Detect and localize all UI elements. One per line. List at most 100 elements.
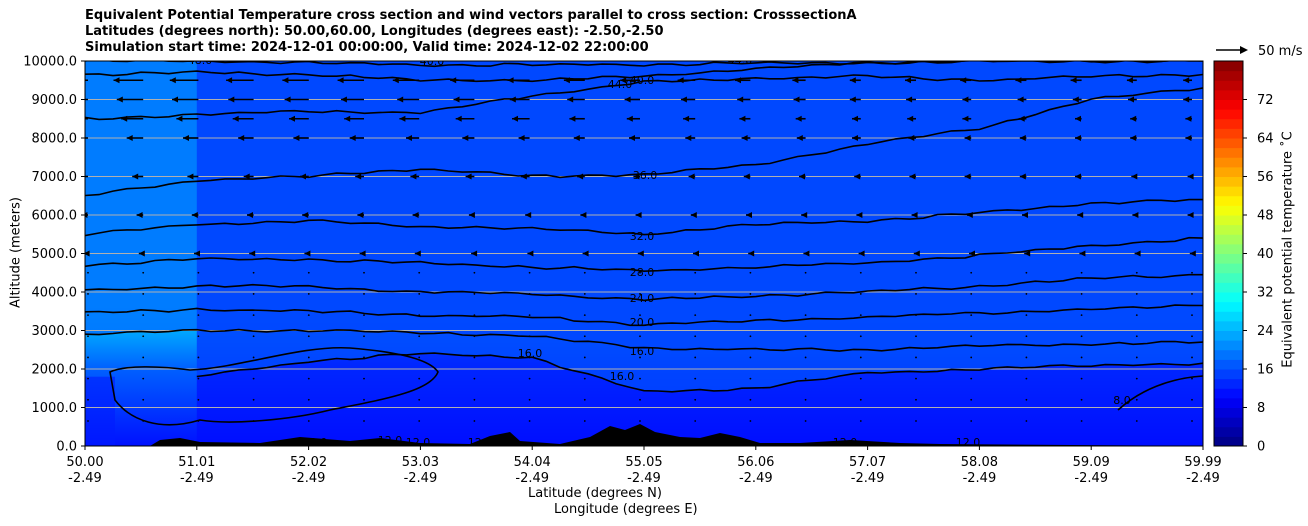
wind-arrow	[796, 135, 806, 141]
contour-label: 44.0	[728, 54, 753, 67]
colorbar-segment	[1214, 138, 1243, 149]
y-tick: 9000.0	[32, 93, 85, 108]
wind-arrow	[690, 212, 697, 218]
wind-arrow-small	[1135, 335, 1138, 338]
wind-arrow-small	[694, 314, 697, 316]
wind-arrow	[852, 135, 861, 141]
wind-arrow-small	[473, 293, 476, 295]
wind-arrow	[563, 77, 585, 84]
wind-arrow-small	[970, 293, 973, 295]
wind-arrow	[455, 115, 475, 122]
wind-arrow-small	[639, 398, 641, 401]
wind-arrow-small	[694, 335, 697, 338]
wind-arrow	[577, 173, 585, 180]
wind-arrow-small	[970, 335, 973, 338]
wind-arrow	[468, 212, 475, 218]
wind-arrow-small	[473, 420, 476, 422]
y-tick: 4000.0	[32, 286, 85, 301]
contour-label: 12.0	[956, 436, 981, 449]
wind-arrow	[525, 212, 532, 218]
wind-arrow	[226, 77, 254, 84]
contour-line	[85, 273, 1203, 302]
colorbar-segment	[1214, 340, 1243, 351]
colorbar-tick: 40	[1243, 247, 1274, 262]
x-tick-label-lat: 54.04	[514, 455, 551, 470]
wind-arrow-small	[473, 271, 476, 274]
colorbar-segment	[1214, 272, 1243, 283]
colorbar-tick: 56	[1243, 170, 1274, 185]
colorbar-tick: 32	[1243, 286, 1274, 301]
wind-arrow	[1183, 77, 1192, 84]
wind-arrow-small	[804, 398, 807, 401]
contour-fill-band	[196, 61, 1203, 392]
wind-arrow-small	[583, 314, 586, 316]
wind-arrow-small	[363, 398, 365, 401]
contour-label: 16.0	[630, 345, 655, 358]
chart-title-line-1: Equivalent Potential Temperature cross s…	[85, 8, 857, 23]
wind-arrow	[169, 77, 199, 84]
wind-arrow	[1134, 250, 1141, 257]
x-tick-label-lat: 58.08	[961, 455, 998, 470]
contour-line	[85, 328, 1203, 352]
wind-arrow-small	[1025, 356, 1028, 359]
wind-arrow	[1072, 96, 1082, 103]
wind-arrow-small	[252, 377, 255, 380]
x-tick-label-lat: 53.03	[402, 455, 439, 470]
y-tick-label: 5000.0	[32, 247, 78, 262]
wind-arrow-small	[87, 293, 89, 295]
colorbar-segment	[1214, 349, 1243, 360]
wind-arrow	[960, 77, 972, 84]
wind-arrow-small	[363, 293, 365, 295]
wind-arrow	[683, 115, 696, 122]
wind-arrow-small	[87, 356, 89, 359]
wind-arrow-small	[859, 293, 862, 295]
wind-arrow-small	[363, 335, 365, 338]
wind-arrow	[509, 96, 530, 103]
wind-arrow-small	[970, 420, 973, 422]
wind-arrow-small	[859, 314, 862, 316]
wind-arrow-small	[418, 293, 421, 295]
wind-arrow	[905, 77, 916, 84]
colorbar-tick-label: 32	[1257, 286, 1274, 301]
wind-arrow-small	[87, 398, 89, 401]
colorbar-segment	[1214, 147, 1243, 158]
wind-arrow-small	[804, 335, 807, 338]
colorbar: 0 8 16 24 32 40 48 56 64 72	[1213, 60, 1274, 455]
wind-arrow-small	[749, 398, 752, 401]
wind-arrow-small	[639, 293, 641, 295]
wind-arrow-small	[1080, 377, 1083, 380]
wind-arrow	[966, 212, 973, 218]
wind-arrow-small	[859, 271, 862, 274]
wind-arrow	[1024, 250, 1031, 257]
wind-arrow-small	[749, 293, 752, 295]
colorbar-segment	[1214, 186, 1243, 197]
wind-arrow	[909, 173, 916, 180]
contour-label: 24.0	[630, 292, 655, 305]
colorbar-segment	[1214, 224, 1243, 235]
wind-arrow-small	[473, 356, 476, 359]
wind-arrow	[748, 250, 755, 257]
wind-arrow	[962, 115, 972, 122]
wind-arrow-small	[418, 335, 421, 338]
x-tick-label-lat: 56.06	[737, 455, 774, 470]
wind-arrow-small	[749, 271, 752, 274]
contour-label: 40.0	[420, 55, 445, 68]
colorbar-tick: 72	[1243, 93, 1274, 108]
wind-arrow-small	[1080, 293, 1083, 295]
wind-arrow	[907, 115, 916, 122]
contour-fill-band	[85, 376, 115, 446]
wind-arrow	[1070, 77, 1082, 84]
wind-arrow	[629, 135, 640, 141]
colorbar-segment	[1214, 320, 1243, 331]
y-tick-label: 2000.0	[32, 363, 78, 378]
wind-arrow	[737, 96, 751, 103]
wind-arrow	[735, 77, 751, 84]
wind-arrow	[620, 77, 640, 84]
contour-label: 16.0	[518, 347, 543, 360]
colorbar-segment	[1214, 176, 1243, 187]
x-tick: 59.09-2.49	[1073, 446, 1110, 486]
wind-arrow	[304, 250, 311, 257]
wind-arrow	[357, 212, 364, 218]
colorbar-segment	[1214, 282, 1243, 293]
x-tick-label-lat: 51.01	[178, 455, 215, 470]
